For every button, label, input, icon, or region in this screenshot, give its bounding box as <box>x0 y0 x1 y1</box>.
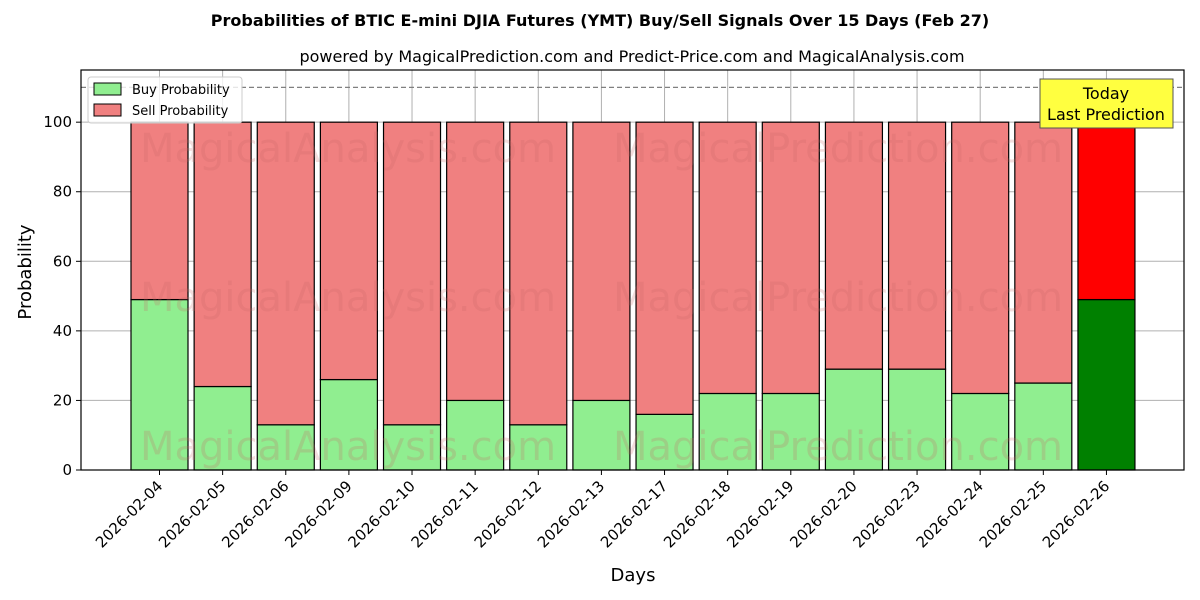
x-tick-label: 2026-02-18 <box>660 477 734 551</box>
sell-bar-2026-02-19 <box>761 121 820 395</box>
watermark-text: MagicalPrediction.com <box>613 126 1063 172</box>
legend: Buy Probability Sell Probability <box>87 76 243 124</box>
x-tick-label: 2026-02-20 <box>786 477 860 551</box>
sell-bar-2026-02-11 <box>446 121 505 402</box>
today-annotation-line2: Last Prediction <box>1047 105 1165 124</box>
sell-bar-2026-02-17 <box>635 121 694 415</box>
x-tick-label: 2026-02-05 <box>155 477 229 551</box>
buy-bar-2026-02-19 <box>761 392 820 471</box>
sell-bar-2026-02-23 <box>887 121 947 370</box>
today-annotation-box <box>1039 78 1174 129</box>
buy-bar-2026-02-12 <box>509 424 568 471</box>
x-tick-label: 2026-02-17 <box>597 477 671 551</box>
y-tick-label: 80 <box>53 183 72 201</box>
chart-subtitle: powered by MagicalPrediction.com and Pre… <box>299 47 964 66</box>
buy-bar-2026-02-26 <box>1077 298 1136 471</box>
watermark-text: MagicalPrediction.com <box>613 275 1063 321</box>
chart-title: Probabilities of BTIC E-mini DJIA Future… <box>211 11 989 30</box>
x-tick-label: 2026-02-09 <box>281 477 355 551</box>
y-axis-label: Probability <box>15 224 36 319</box>
x-tick-label: 2026-02-26 <box>1039 477 1113 551</box>
buy-bar-2026-02-09 <box>319 378 378 471</box>
buy-bar-2026-02-18 <box>698 392 757 471</box>
buy-bar-2026-02-20 <box>824 368 884 471</box>
sell-bar-2026-02-25 <box>1014 121 1073 384</box>
x-tick-label: 2026-02-13 <box>534 477 608 551</box>
buy-bar-2026-02-05 <box>193 385 252 471</box>
legend-label-sell: Sell Probability <box>132 104 229 119</box>
buy-bar-2026-02-10 <box>382 424 442 471</box>
x-tick-label: 2026-02-23 <box>850 477 924 551</box>
x-tick-label: 2026-02-04 <box>92 477 166 551</box>
sell-bar-2026-02-13 <box>572 121 631 402</box>
buy-bar-2026-02-23 <box>887 368 947 471</box>
x-tick-label: 2026-02-12 <box>471 477 545 551</box>
watermark-text: MagicalPrediction.com <box>613 424 1063 470</box>
today-annotation: Today Last Prediction <box>1039 78 1174 129</box>
x-tick-label: 2026-02-11 <box>408 477 482 551</box>
y-tick-label: 60 <box>53 252 72 270</box>
legend-label-buy: Buy Probability <box>132 83 230 98</box>
x-tick-label: 2026-02-24 <box>913 477 987 551</box>
sell-bar-2026-02-06 <box>256 121 315 426</box>
buy-bar-2026-02-06 <box>256 424 315 471</box>
x-tick-label: 2026-02-10 <box>344 477 418 551</box>
sell-bar-2026-02-24 <box>951 121 1010 395</box>
x-tick-label: 2026-02-06 <box>218 477 292 551</box>
x-axis-label: Days <box>611 565 656 586</box>
watermark-text: MagicalAnalysis.com <box>140 424 556 470</box>
y-tick-label: 100 <box>43 113 72 131</box>
sell-bar-2026-02-18 <box>698 121 757 395</box>
today-annotation-line1: Today <box>1082 84 1129 103</box>
watermark-text: MagicalAnalysis.com <box>140 275 556 321</box>
sell-bar-2026-02-20 <box>824 121 884 370</box>
y-tick-label: 0 <box>62 461 72 479</box>
buy-bar-2026-02-17 <box>635 413 694 471</box>
y-tick-label: 20 <box>53 391 72 409</box>
watermark-text: MagicalAnalysis.com <box>140 126 556 172</box>
watermarks: MagicalAnalysis.com MagicalPrediction.com… <box>140 126 1063 470</box>
legend-box <box>87 76 243 124</box>
legend-swatch-buy <box>93 82 122 96</box>
sell-bar-2026-02-26 <box>1077 121 1136 301</box>
y-tick-label: 40 <box>53 322 72 340</box>
sell-bar-2026-02-12 <box>509 121 568 426</box>
plot-frame <box>80 69 1185 471</box>
sell-bar-2026-02-09 <box>319 121 378 381</box>
x-tick-label: 2026-02-19 <box>723 477 797 551</box>
sell-bar-2026-02-04 <box>130 121 189 301</box>
sell-bar-2026-02-10 <box>382 121 442 426</box>
bars <box>81 86 1184 471</box>
buy-bar-2026-02-11 <box>446 399 505 471</box>
legend-swatch-sell <box>93 103 122 117</box>
buy-bar-2026-02-13 <box>572 399 631 471</box>
x-tick-label: 2026-02-25 <box>976 477 1050 551</box>
